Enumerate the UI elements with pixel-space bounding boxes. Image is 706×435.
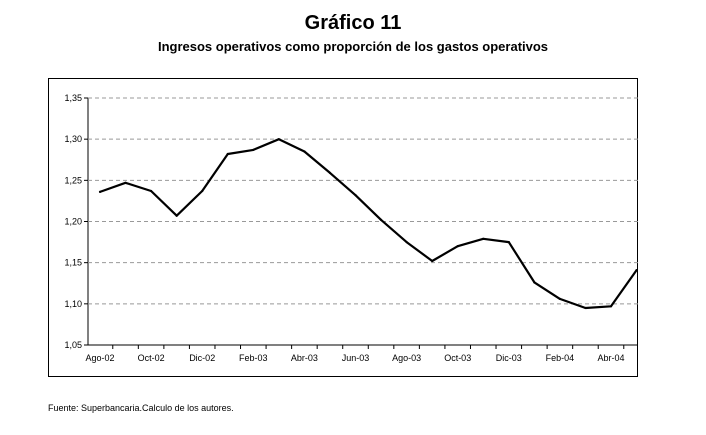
data-point [150,189,153,193]
data-point [482,237,485,240]
y-tick-label: 1,35 [64,93,82,103]
x-tick-label: Jun-03 [342,353,370,363]
data-point [609,305,613,308]
data-point [533,281,536,284]
x-tick-label: Dic-02 [189,353,215,363]
data-point [405,240,408,244]
data-point [175,214,178,217]
data-point [635,268,638,272]
data-point [584,306,587,310]
data-point [124,181,127,184]
data-point [354,194,357,197]
data-point [558,297,562,300]
data-point [252,148,255,151]
data-point [277,138,280,141]
data-point [507,240,510,244]
data-point [379,218,383,221]
x-tick-label: Abr-03 [291,353,318,363]
data-point [431,259,434,263]
x-tick-label: Feb-03 [239,353,268,363]
x-tick-label: Oct-03 [444,353,471,363]
x-tick-label: Ago-02 [85,353,114,363]
x-tick-label: Abr-04 [597,353,624,363]
chart-subtitle: Ingresos operativos como proporción de l… [157,39,549,54]
series-line [99,138,638,310]
x-tick-label: Oct-02 [138,353,165,363]
data-point [201,189,204,193]
x-tick-label: Dic-03 [496,353,522,363]
source-note: Fuente: Superbancaria.Calculo de los aut… [48,403,234,413]
y-tick-label: 1,15 [64,258,82,268]
x-tick-label: Ago-03 [392,353,421,363]
y-tick-label: 1,30 [64,134,82,144]
data-point [328,171,332,175]
data-point [226,152,229,156]
y-tick-label: 1,20 [64,217,82,227]
y-tick-label: 1,10 [64,299,82,309]
chart-title: Gráfico 11 [304,12,402,34]
data-point [303,150,306,153]
data-point [456,245,459,248]
chart-frame [48,78,638,377]
y-tick-label: 1,05 [64,340,82,350]
data-point [98,190,102,193]
x-tick-label: Feb-04 [546,353,575,363]
y-tick-label: 1,25 [64,175,82,185]
